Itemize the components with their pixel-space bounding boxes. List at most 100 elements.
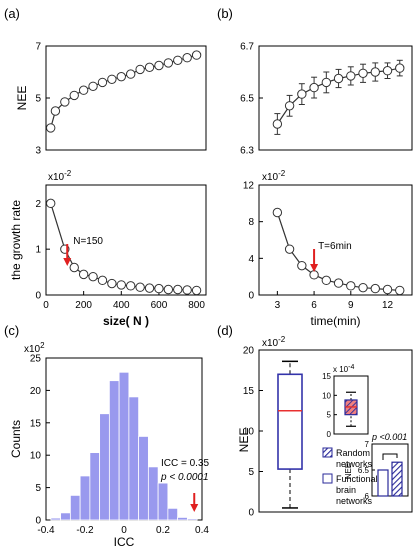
a-bottom-x-tick-label: 800 (188, 300, 205, 311)
a-top-point (191, 50, 202, 60)
a-bottom-x-tick-label: 400 (113, 300, 130, 311)
d-y-tick-label: 10 (243, 427, 255, 438)
c-y-tick-label: 10 (30, 451, 42, 462)
inset-box-tick-label: 0 (327, 430, 332, 439)
a-top-point (116, 71, 126, 82)
b-bottom-point (284, 244, 295, 254)
inset-bar (391, 461, 403, 497)
a-top-point (163, 58, 174, 68)
b-top-y-tick-label: 6.3 (240, 146, 254, 157)
panel-label-d: (d) (217, 323, 233, 338)
histogram-bar (89, 452, 101, 521)
inset-bar-tick-label: 6.5 (358, 466, 370, 475)
b-bottom-point (358, 282, 368, 293)
b-top-point (333, 73, 344, 84)
c-x-tick-label: -0.4 (37, 525, 55, 536)
c-x-tick-label: -0.2 (76, 525, 94, 536)
b-top-point (272, 119, 283, 129)
a-top-point (69, 90, 79, 101)
histogram-bar (108, 380, 120, 521)
p-annotation: p < 0.0001 (160, 472, 209, 483)
b-top-point (321, 77, 332, 88)
b-bottom-arrow-head (310, 264, 319, 272)
legend-label: networks (336, 496, 373, 506)
plot-frame (258, 45, 413, 151)
b-top-point (382, 66, 393, 76)
a-bottom-point (173, 284, 183, 295)
histogram-bar (186, 518, 198, 521)
d-y-tick-label: 5 (248, 467, 254, 478)
a-top-y-tick-label: 5 (35, 94, 41, 105)
b-bottom-point (370, 283, 380, 294)
a-bottom-point (163, 284, 174, 295)
y-axis-label: NEE (237, 428, 251, 453)
a-top-point (60, 97, 70, 107)
a-bottom-y-tick-label: 2 (35, 199, 41, 210)
scale-note: x10-2 (262, 335, 286, 349)
legend-label: Random (336, 448, 370, 458)
a-bottom-line (50, 203, 197, 292)
a-top-point (126, 69, 136, 79)
b-top-point (346, 71, 356, 81)
inset-bar (377, 469, 389, 497)
plot-a-growth-rate: 0 1 2 0 200 400 600 800 x10-2 the growth rate size… (9, 169, 207, 328)
histogram-bar (147, 466, 159, 521)
b-bottom-y-tick-label: 12 (243, 181, 255, 192)
a-bottom-point (46, 198, 56, 209)
histogram-bar (69, 494, 81, 521)
histogram-bar (177, 517, 188, 521)
a-bottom-point (116, 280, 126, 290)
plot-frame (258, 184, 413, 296)
panel-label-a: (a) (4, 6, 20, 21)
a-top-point (135, 64, 145, 75)
a-top-y-tick-label: 3 (35, 146, 41, 157)
histogram-bar (99, 413, 110, 521)
b-bottom-y-tick-label: 4 (248, 254, 254, 265)
a-bottom-point (107, 278, 117, 289)
a-bottom-point (191, 285, 202, 296)
plot-c-icc-histogram: 0 5 10 15 20 25 -0.4 -0.2 0 0.2 0.4 x102 Counts ICC IC… (9, 341, 210, 549)
a-bottom-point (78, 269, 89, 280)
c-x-tick-label: 0.2 (156, 525, 170, 536)
a-top-point (88, 81, 98, 92)
a-top-point (173, 55, 183, 65)
inset-box-tick-label: 5 (327, 411, 332, 420)
a-bottom-y-tick-label: 0 (35, 291, 41, 302)
y-axis-label: the growth rate (9, 200, 23, 280)
a-bottom-y-tick-label: 1 (35, 245, 41, 256)
a-bottom-point (88, 271, 98, 282)
legend-swatch-random (322, 447, 333, 458)
b-bottom-y-tick-label: 0 (248, 291, 254, 302)
a-bottom-x-tick-label: 0 (43, 300, 49, 311)
inset-bar-ylabel: NEE (344, 463, 353, 479)
y-axis-label: NEE (15, 86, 29, 111)
b-bottom-y-tick-label: 8 (248, 217, 254, 228)
b-bottom-point (395, 285, 405, 296)
b-bottom-point (346, 281, 356, 291)
a-top-point (182, 53, 192, 63)
inset-scale-note: x 10-4 (333, 364, 354, 374)
inset-box-tick-label: 10 (322, 391, 331, 400)
c-x-tick-label: 0 (121, 525, 127, 536)
b-bottom-point (272, 207, 283, 218)
inset-bar-tick-label: 6 (365, 492, 370, 501)
b-top-point (297, 89, 307, 99)
d-y-tick-label: 20 (243, 346, 255, 357)
a-top-point (154, 60, 164, 71)
y-axis-label: Counts (9, 420, 23, 458)
a-bottom-point (97, 275, 108, 286)
legend-label: brain (336, 485, 356, 495)
a-bottom-arrow-head (63, 258, 72, 266)
legend-label: networks (336, 459, 373, 469)
a-bottom-point (126, 281, 136, 291)
b-top-point (284, 101, 295, 111)
plot-frame (45, 184, 207, 296)
arrow-annotation: N=150 (73, 236, 103, 247)
histogram-bar (60, 512, 71, 521)
d-y-tick-label: 15 (243, 386, 255, 397)
histogram-bar (167, 507, 179, 521)
arrow-annotation: T=6min (318, 241, 352, 252)
b-top-y-tick-label: 6.7 (240, 42, 254, 53)
plot-a-nee: 3 5 7 NEE (15, 42, 207, 157)
